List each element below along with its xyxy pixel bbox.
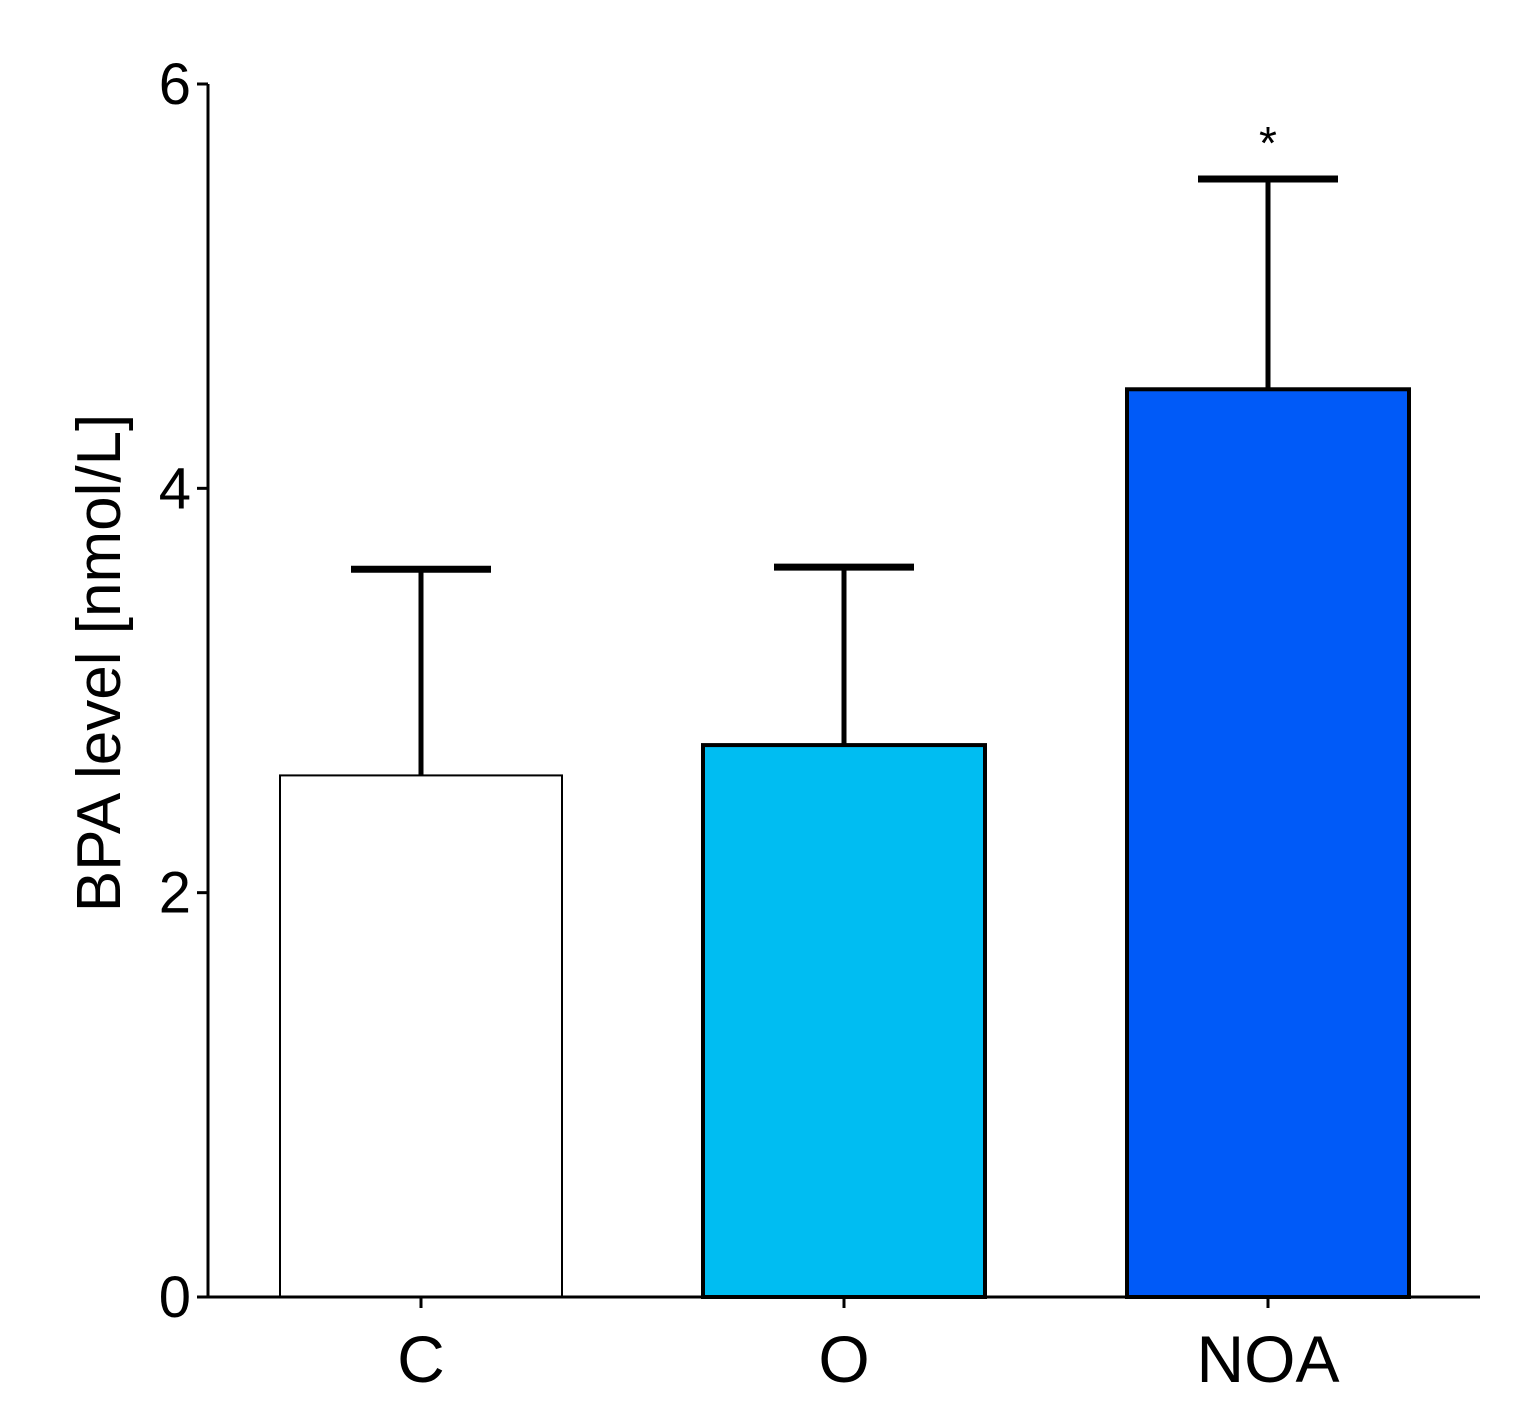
bar-o xyxy=(701,743,987,1299)
y-axis-title: BPA level [nmol/L] xyxy=(65,414,134,913)
bar-c xyxy=(279,774,563,1298)
significance-marker: * xyxy=(1259,117,1277,169)
x-tick-label-c: C xyxy=(397,1322,445,1396)
x-tick-label-noa: NOA xyxy=(1196,1322,1339,1396)
y-tick-label-0: 0 xyxy=(159,1265,191,1330)
y-tick-label-2: 2 xyxy=(159,861,191,926)
bar-noa xyxy=(1125,387,1411,1299)
y-tick-label-4: 4 xyxy=(159,456,191,521)
y-tick-label-6: 6 xyxy=(159,52,191,117)
x-tick-label-o: O xyxy=(818,1322,869,1396)
plot-area: C O * NOA 0 2 4 6 xyxy=(159,52,1480,1396)
